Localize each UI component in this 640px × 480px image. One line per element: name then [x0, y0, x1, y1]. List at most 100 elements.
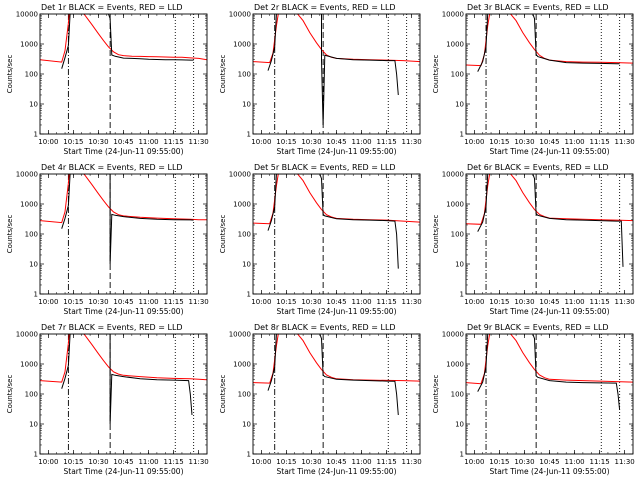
- plot-frame: [465, 13, 634, 135]
- y-tick-label: 1000: [446, 361, 464, 369]
- y-tick-label: 1000: [233, 41, 251, 49]
- y-tick-label: 10: [29, 421, 38, 429]
- y-tick-label: 1000: [446, 41, 464, 49]
- x-tick-label: 11:30: [615, 298, 635, 306]
- series-line-lld: [466, 334, 633, 385]
- x-tick-label: 11:00: [564, 298, 584, 306]
- series-line-events: [61, 14, 194, 69]
- x-tick-label: 10:15: [276, 298, 296, 306]
- x-tick-label: 11:15: [377, 138, 397, 146]
- x-tick-label: 10:45: [539, 458, 559, 466]
- x-tick-label: 10:00: [38, 138, 58, 146]
- y-tick-label: 100: [25, 231, 38, 239]
- series-line-events: [477, 174, 624, 267]
- y-axis-label: Counts/sec: [432, 215, 440, 254]
- x-tick-label: 10:00: [38, 458, 58, 466]
- detector-panel: Det 2r BLACK = Events, RED = LLD Counts/s…: [219, 3, 422, 156]
- detector-panel: Det 5r BLACK = Events, RED = LLD Counts/s…: [219, 163, 422, 316]
- y-tick-label: 10000: [442, 331, 464, 339]
- y-tick-label: 100: [25, 391, 38, 399]
- series-line-events: [61, 334, 193, 425]
- detector-panel: Det 7r BLACK = Events, RED = LLD Counts/s…: [6, 323, 209, 476]
- y-tick-label: 1: [34, 451, 38, 459]
- plot-frame: [39, 13, 208, 135]
- x-axis-label: Start Time (24-Jun-11 09:55:00): [490, 467, 610, 476]
- x-tick-label: 10:00: [251, 138, 271, 146]
- x-tick-label: 11:15: [590, 458, 610, 466]
- x-tick-label: 11:15: [164, 458, 184, 466]
- x-tick-label: 10:30: [514, 138, 534, 146]
- x-axis-label: Start Time (24-Jun-11 09:55:00): [490, 307, 610, 316]
- y-tick-label: 10: [242, 421, 251, 429]
- x-tick-label: 10:45: [113, 458, 133, 466]
- series-line-events: [477, 14, 620, 72]
- x-tick-label: 10:15: [63, 138, 83, 146]
- series-line-lld: [40, 14, 207, 63]
- x-tick-label: 10:00: [464, 298, 484, 306]
- x-tick-label: 11:15: [164, 138, 184, 146]
- y-tick-label: 100: [238, 391, 251, 399]
- x-tick-label: 10:30: [301, 298, 321, 306]
- y-tick-label: 10: [242, 101, 251, 109]
- panel-title: Det 1r BLACK = Events, RED = LLD: [41, 3, 183, 12]
- x-tick-label: 11:15: [590, 138, 610, 146]
- x-tick-label: 10:15: [489, 138, 509, 146]
- y-tick-label: 100: [451, 391, 464, 399]
- series-line-lld: [466, 14, 633, 67]
- y-tick-label: 1: [34, 291, 38, 299]
- y-tick-label: 1000: [20, 41, 38, 49]
- y-tick-label: 1000: [233, 361, 251, 369]
- series-line-events: [61, 174, 194, 265]
- y-axis-label: Counts/sec: [6, 215, 14, 254]
- series-line-lld: [40, 174, 207, 224]
- plot-frame: [252, 173, 421, 295]
- panel-title: Det 4r BLACK = Events, RED = LLD: [41, 163, 183, 172]
- x-tick-label: 10:45: [113, 138, 133, 146]
- x-axis-label: Start Time (24-Jun-11 09:55:00): [277, 307, 397, 316]
- series-line-events: [267, 174, 399, 269]
- x-tick-label: 11:30: [615, 138, 635, 146]
- detector-panel: Det 6r BLACK = Events, RED = LLD Counts/s…: [432, 163, 635, 316]
- detector-panel: Det 8r BLACK = Events, RED = LLD Counts/s…: [219, 323, 422, 476]
- x-tick-label: 11:15: [590, 298, 610, 306]
- x-tick-label: 11:00: [138, 458, 158, 466]
- x-tick-label: 10:45: [539, 298, 559, 306]
- y-tick-label: 10: [242, 261, 251, 269]
- y-tick-label: 1000: [233, 201, 251, 209]
- panel-title: Det 8r BLACK = Events, RED = LLD: [254, 323, 396, 332]
- x-tick-label: 10:00: [251, 298, 271, 306]
- panel-title: Det 7r BLACK = Events, RED = LLD: [41, 323, 183, 332]
- y-tick-label: 1: [460, 291, 464, 299]
- detector-panel: Det 4r BLACK = Events, RED = LLD Counts/s…: [6, 163, 209, 316]
- y-tick-label: 10000: [229, 171, 251, 179]
- x-tick-label: 11:30: [189, 138, 209, 146]
- x-axis-label: Start Time (24-Jun-11 09:55:00): [277, 467, 397, 476]
- x-tick-label: 10:45: [326, 298, 346, 306]
- plot-frame: [252, 333, 421, 455]
- x-tick-label: 11:00: [564, 458, 584, 466]
- y-tick-label: 1000: [20, 201, 38, 209]
- y-tick-label: 10000: [16, 11, 38, 19]
- panel-title: Det 9r BLACK = Events, RED = LLD: [467, 323, 609, 332]
- detector-panel: Det 9r BLACK = Events, RED = LLD Counts/s…: [432, 323, 635, 476]
- series-line-events: [267, 334, 399, 416]
- x-tick-label: 11:30: [189, 458, 209, 466]
- x-tick-label: 11:30: [189, 298, 209, 306]
- x-axis-label: Start Time (24-Jun-11 09:55:00): [277, 147, 397, 156]
- x-tick-label: 11:15: [377, 458, 397, 466]
- y-tick-label: 100: [238, 231, 251, 239]
- x-tick-label: 11:00: [351, 138, 371, 146]
- detector-panel: Det 1r BLACK = Events, RED = LLD Counts/s…: [6, 3, 209, 156]
- x-tick-label: 11:00: [138, 138, 158, 146]
- y-axis-label: Counts/sec: [219, 375, 227, 414]
- x-tick-label: 10:15: [63, 298, 83, 306]
- plot-frame: [465, 333, 634, 455]
- y-tick-label: 1: [247, 131, 251, 139]
- y-tick-label: 100: [451, 231, 464, 239]
- panel-title: Det 3r BLACK = Events, RED = LLD: [467, 3, 609, 12]
- x-axis-label: Start Time (24-Jun-11 09:55:00): [64, 467, 184, 476]
- x-tick-label: 10:00: [464, 138, 484, 146]
- series-line-lld: [40, 334, 207, 383]
- x-tick-label: 11:30: [615, 458, 635, 466]
